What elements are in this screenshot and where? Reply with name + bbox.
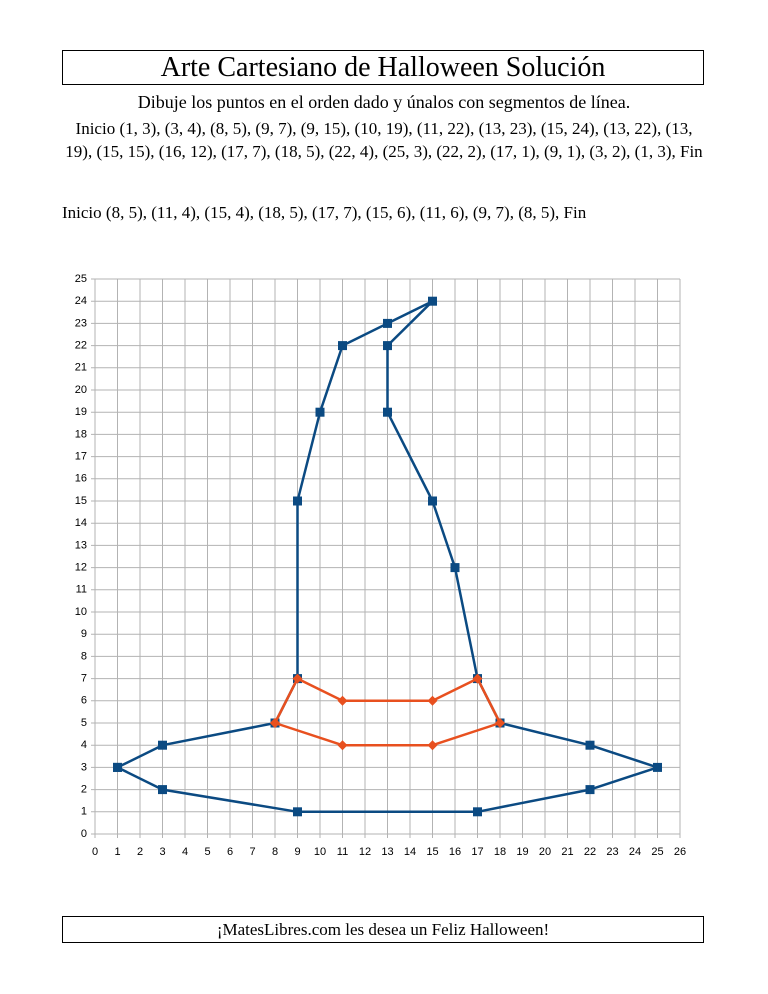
x-tick-label: 23 [606,846,618,858]
y-tick-label: 3 [81,761,87,773]
marker [428,296,437,306]
point-list: Inicio (1, 3), (3, 4), (8, 5), (9, 7), (… [65,119,703,161]
y-tick-label: 22 [75,340,87,352]
y-tick-label: 15 [75,495,87,507]
marker [293,496,302,506]
x-tick-label: 1 [114,846,120,858]
x-tick-label: 8 [272,846,278,858]
marker [585,740,595,750]
marker [450,563,460,573]
x-tick-label: 11 [337,846,348,858]
point-list: Inicio (8, 5), (11, 4), (15, 4), (18, 5)… [62,203,587,222]
marker [383,318,392,328]
x-tick-label: 19 [516,846,528,858]
x-tick-label: 15 [426,846,438,858]
x-tick-label: 25 [651,846,663,858]
y-tick-label: 0 [81,828,87,840]
y-tick-label: 19 [75,406,87,418]
x-tick-label: 10 [314,846,326,858]
marker [113,762,122,772]
marker [337,695,348,706]
marker [383,407,392,417]
y-tick-label: 20 [75,384,87,396]
y-tick-label: 16 [75,473,87,485]
marker [383,341,392,351]
y-tick-label: 12 [75,562,87,574]
marker [270,718,280,728]
y-tick-label: 24 [75,295,87,307]
marker [427,695,438,706]
y-tick-label: 1 [81,806,87,818]
y-tick-label: 13 [75,539,87,551]
marker [293,807,302,817]
marker [338,341,347,351]
x-tick-label: 5 [204,846,210,858]
instructions: Dibuje los puntos en el orden dado y úna… [137,92,631,112]
y-tick-label: 4 [81,739,87,751]
x-tick-label: 18 [494,846,506,858]
x-tick-label: 24 [629,846,641,858]
y-tick-label: 7 [81,673,87,685]
marker [428,496,437,506]
x-tick-label: 9 [294,846,300,858]
marker [472,673,483,684]
x-tick-label: 14 [404,846,416,858]
x-tick-label: 26 [674,846,686,858]
x-tick-label: 2 [137,846,143,858]
y-tick-label: 6 [81,695,87,707]
x-tick-label: 3 [159,846,165,858]
marker [292,673,303,684]
marker [473,807,482,817]
y-tick-label: 9 [81,628,87,640]
marker [585,785,595,795]
marker [337,740,348,751]
footer: ¡MatesLibres.com les desea un Feliz Hall… [62,916,704,943]
marker [427,740,438,751]
x-tick-label: 6 [227,846,233,858]
y-tick-label: 21 [75,362,87,374]
x-tick-label: 20 [539,846,551,858]
x-tick-label: 7 [249,846,255,858]
y-tick-label: 2 [81,784,87,796]
y-tick-label: 23 [75,317,87,329]
y-tick-label: 14 [75,517,87,529]
title: Arte Cartesiano de Halloween Solución [62,50,704,85]
x-tick-label: 0 [92,846,98,858]
y-tick-label: 18 [75,428,87,440]
x-tick-label: 17 [471,846,483,858]
y-tick-label: 17 [75,451,87,463]
y-tick-label: 11 [76,584,87,596]
y-tick-label: 10 [75,606,87,618]
marker [158,740,167,750]
x-tick-label: 4 [182,846,188,858]
marker [653,762,662,772]
y-tick-label: 25 [75,273,87,285]
x-tick-label: 12 [359,846,371,858]
x-tick-label: 13 [381,846,393,858]
y-tick-label: 8 [81,650,87,662]
marker [315,407,325,417]
marker [495,718,505,728]
x-tick-label: 21 [561,846,573,858]
marker [158,785,167,795]
x-tick-label: 22 [584,846,596,858]
x-tick-label: 16 [449,846,461,858]
y-tick-label: 5 [81,717,87,729]
series-line [116,299,659,814]
